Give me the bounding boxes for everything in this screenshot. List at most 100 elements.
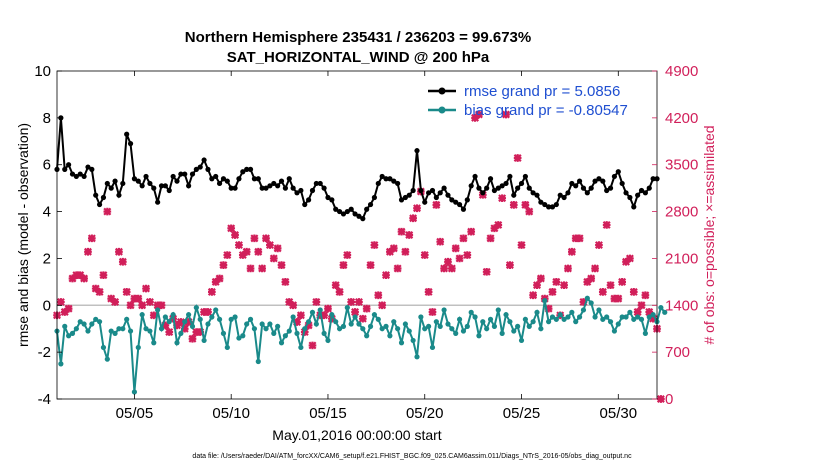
obs-point-mark: [610, 294, 619, 303]
obs-point: [509, 200, 518, 209]
rmse-point: [348, 206, 354, 212]
rmse-point: [186, 183, 192, 189]
rmse-point: [623, 190, 629, 196]
bias-point: [414, 354, 420, 360]
rmse-point: [251, 176, 258, 182]
rmse-point: [124, 131, 130, 137]
rmse-point: [391, 178, 397, 184]
bias-point: [155, 307, 161, 313]
rmse-point: [557, 192, 563, 198]
bias-point: [143, 326, 149, 332]
bias-point: [236, 335, 242, 341]
obs-point: [455, 254, 464, 263]
rmse-point: [151, 185, 157, 191]
obs-point-mark: [111, 297, 120, 306]
bias-point: [96, 319, 103, 325]
obs-point: [552, 277, 561, 286]
rmse-point: [611, 173, 618, 180]
obs-point-mark: [451, 244, 460, 253]
rmse-point: [414, 148, 420, 154]
obs-point: [56, 297, 65, 306]
bias-point: [112, 330, 118, 336]
rmse-point: [81, 173, 87, 180]
bias-point: [325, 337, 331, 344]
rmse-point: [306, 197, 312, 203]
bias-point: [565, 314, 571, 320]
bias-point: [197, 316, 203, 322]
obs-point: [339, 261, 348, 270]
obs-point: [594, 241, 603, 250]
obs-point-mark: [374, 291, 383, 300]
rmse-point: [344, 208, 350, 215]
rmse-point: [580, 185, 587, 191]
obs-point-mark: [602, 220, 611, 229]
bias-point: [178, 330, 184, 336]
rmse-point: [228, 185, 234, 191]
obs-point-mark: [130, 294, 139, 303]
obs-point: [99, 271, 108, 280]
rmse-point: [170, 173, 176, 180]
obs-point-mark: [219, 261, 228, 270]
obs-point-mark: [149, 311, 158, 320]
obs-point-mark: [176, 318, 185, 326]
obs-point: [227, 224, 236, 233]
obs-point: [385, 247, 394, 256]
bias-point: [298, 344, 304, 351]
obs-point-mark: [443, 257, 452, 266]
bias-point: [224, 344, 230, 351]
obs-point: [575, 234, 584, 243]
bias-point: [135, 344, 141, 351]
bias-point: [309, 309, 316, 315]
obs-point: [602, 220, 611, 229]
obs-point: [184, 318, 193, 326]
rmse-point: [232, 185, 238, 191]
obs-point: [447, 264, 456, 273]
obs-point: [614, 294, 623, 303]
bias-point: [100, 344, 107, 351]
obs-point: [231, 231, 240, 239]
obs-point: [114, 247, 123, 256]
rmse-point: [387, 176, 393, 182]
obs-point-mark: [382, 271, 391, 280]
obs-point: [382, 271, 391, 280]
bias-point: [573, 319, 579, 325]
obs-point: [606, 281, 615, 290]
bias-point: [379, 326, 385, 332]
obs-point: [134, 294, 143, 303]
obs-point: [173, 321, 181, 330]
obs-point-mark: [289, 301, 298, 310]
rmse-point: [487, 176, 494, 182]
rmse-point: [576, 178, 583, 184]
bias-point: [557, 312, 563, 318]
obs-point: [254, 247, 263, 256]
bias-point: [267, 321, 273, 327]
rmse-point: [561, 194, 567, 201]
obs-point: [401, 247, 410, 256]
x-tick-label: 05/25: [503, 405, 541, 422]
obs-point-mark: [192, 328, 201, 337]
rmse-point: [321, 185, 327, 191]
bias-point: [449, 326, 455, 332]
obs-point: [591, 264, 600, 273]
rmse-point: [278, 178, 285, 184]
bias-point: [205, 321, 211, 327]
obs-point-mark: [281, 277, 290, 286]
rmse-point: [104, 180, 110, 187]
obs-point: [413, 204, 421, 213]
obs-point-mark: [606, 281, 615, 290]
obs-point: [308, 341, 317, 350]
rmse-point: [538, 199, 544, 205]
obs-point-mark: [293, 318, 301, 326]
obs-point: [440, 264, 449, 273]
obs-point-mark: [351, 308, 360, 316]
obs-point: [289, 301, 298, 310]
obs-point: [118, 257, 127, 266]
bias-point: [487, 316, 494, 322]
rmse-point: [329, 197, 335, 203]
bias-point: [174, 340, 180, 346]
obs-point-mark: [649, 314, 658, 323]
legend-rmse-marker: [438, 87, 446, 95]
bias-point: [294, 330, 300, 336]
rmse-point: [73, 173, 79, 180]
obs-point-mark: [215, 274, 224, 283]
